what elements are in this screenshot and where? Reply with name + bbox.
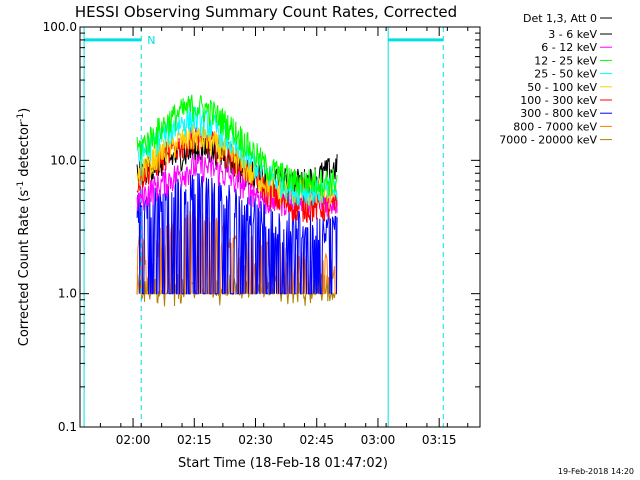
x-tick-label: 02:30: [238, 433, 273, 447]
y-axis-label-part3: ): [17, 108, 32, 113]
legend-header: Det 1,3, Att 0: [523, 12, 597, 25]
legend-label: 3 - 6 keV: [548, 28, 597, 41]
legend-label: 50 - 100 keV: [527, 81, 597, 94]
y-tick-label: 100.0: [43, 20, 77, 34]
x-tick-label: 03:15: [422, 433, 457, 447]
y-axis-label-sup1: -1: [16, 181, 26, 190]
y-axis-label-sup2: -1: [16, 113, 26, 122]
x-tick-label: 02:15: [177, 433, 212, 447]
legend-label: 12 - 25 keV: [534, 54, 597, 67]
x-tick-label: 03:00: [361, 433, 396, 447]
overlay-label: N: [147, 34, 155, 47]
y-axis-label: Corrected Count Rate (s-1 detector-1): [16, 108, 32, 346]
series-line-50-100keV: [136, 124, 338, 206]
x-tick-label: 02:45: [299, 433, 334, 447]
legend-label: 6 - 12 keV: [541, 41, 597, 54]
data-layer: [136, 94, 338, 307]
y-axis-label-part2: detector: [17, 121, 32, 181]
series-line-12-25keV: [136, 94, 338, 198]
chart-title: HESSI Observing Summary Count Rates, Cor…: [75, 3, 457, 21]
y-axis-label-part1: Corrected Count Rate (s: [17, 190, 32, 347]
legend-label: 100 - 300 keV: [520, 94, 597, 107]
overlay-layer: N: [83, 27, 444, 427]
legend-label: 300 - 800 keV: [520, 107, 597, 120]
y-tick-label: 10.0: [50, 153, 77, 167]
series-line-300-800keV: [136, 172, 338, 295]
plot-frame: [79, 26, 481, 428]
axis-layer: 0.1 1.0 10.0 100.0 02:00 02:15 02:30 02:45 03:00…: [43, 20, 480, 447]
y-tick-label: 1.0: [58, 287, 77, 301]
legend-label: 25 - 50 keV: [534, 68, 597, 81]
legend-label: 800 - 7000 keV: [513, 120, 597, 133]
x-axis-label: Start Time (18-Feb-18 01:47:02): [178, 456, 388, 471]
y-tick-label: 0.1: [58, 420, 77, 434]
legend-label: 7000 - 20000 keV: [499, 134, 597, 147]
timestamp: 19-Feb-2018 14:20: [558, 467, 634, 476]
x-tick-label: 02:00: [116, 433, 151, 447]
